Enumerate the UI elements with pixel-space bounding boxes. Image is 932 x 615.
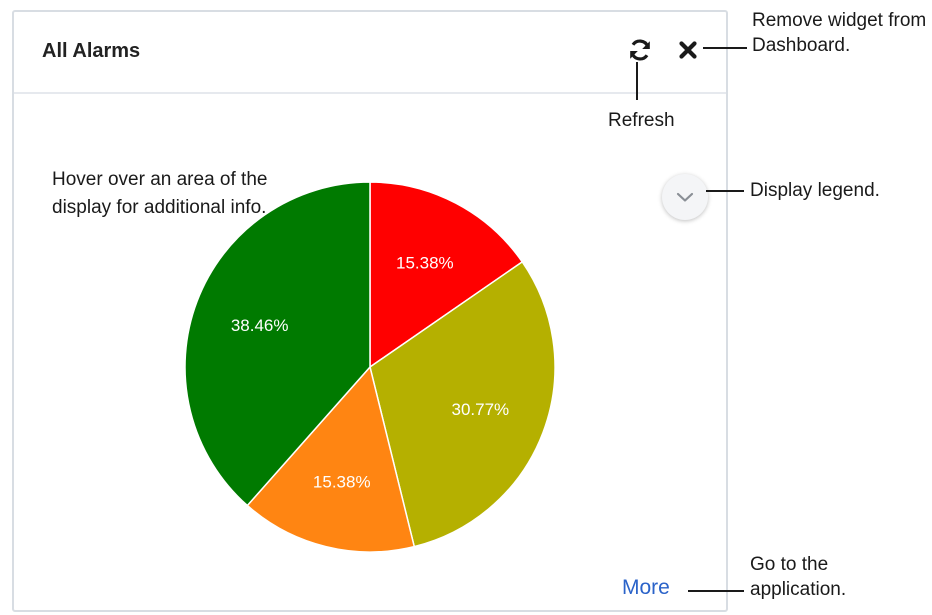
- widget-title: All Alarms: [42, 40, 141, 62]
- pie-slice-1[interactable]: [369, 260, 556, 548]
- refresh-button[interactable]: [626, 36, 654, 64]
- alarms-widget: All Alarms Hover over an area of the dis…: [12, 10, 728, 612]
- hover-instruction: Hover over an area of the display for ad…: [52, 169, 268, 218]
- pie-slice-label-3: 38.46%: [231, 316, 289, 335]
- pie-slice-label-2: 15.38%: [313, 473, 371, 492]
- leader-line-more: [688, 590, 744, 592]
- close-button[interactable]: [674, 36, 702, 64]
- pie-chart: 15.38% 30.77% 15.38% 38.46%: [184, 181, 556, 553]
- pie-slice-0[interactable]: [369, 181, 524, 369]
- callout-remove-widget: Remove widget from Dashboard.: [752, 10, 927, 56]
- callout-display-legend: Display legend.: [750, 180, 880, 201]
- close-icon: [679, 41, 697, 59]
- callout-refresh: Refresh: [608, 110, 675, 131]
- more-link[interactable]: More: [622, 576, 670, 599]
- leader-line-refresh: [636, 62, 638, 100]
- widget-header: All Alarms: [14, 12, 726, 94]
- legend-toggle-button[interactable]: [662, 174, 708, 220]
- pie-slice-3[interactable]: [184, 181, 371, 507]
- leader-line-legend: [706, 190, 744, 192]
- callout-go-to-application: Go to the application.: [750, 554, 847, 600]
- pie-slice-label-1: 30.77%: [451, 400, 509, 419]
- chevron-down-icon: [676, 192, 694, 202]
- leader-line-remove: [703, 47, 747, 49]
- pie-slice-2[interactable]: [246, 365, 416, 553]
- refresh-icon: [630, 39, 650, 61]
- pie-slice-label-0: 15.38%: [396, 254, 454, 273]
